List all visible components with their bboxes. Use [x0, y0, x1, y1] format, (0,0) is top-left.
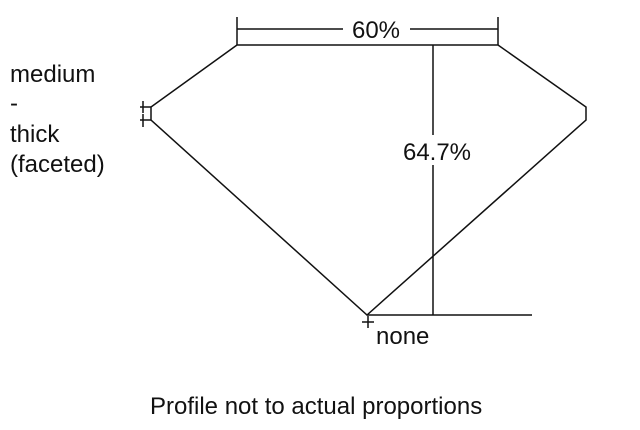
- caption: Profile not to actual proportions: [150, 393, 482, 420]
- gem-outline: [150, 44, 587, 317]
- depth-label: 64.7%: [403, 139, 471, 166]
- table-label: 60%: [352, 17, 400, 44]
- girdle-label-line-4: (faceted): [10, 151, 105, 178]
- girdle-label-line-3: thick: [10, 121, 60, 148]
- girdle-label-line-1: medium: [10, 61, 95, 88]
- girdle-label-line-2: -: [10, 90, 18, 117]
- culet-label: none: [376, 323, 429, 350]
